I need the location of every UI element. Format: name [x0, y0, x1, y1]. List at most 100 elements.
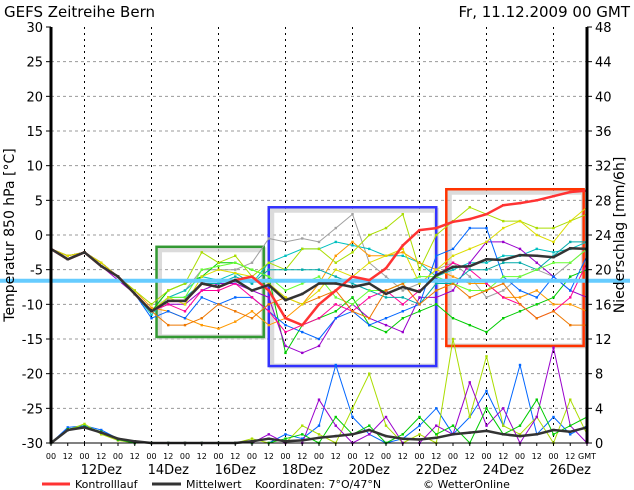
y2-axis-label: Niederschlag [mm/6h] — [612, 157, 628, 314]
member-line-point — [502, 289, 505, 292]
member-line-point — [502, 261, 505, 264]
precip-mean-line-point — [368, 428, 371, 432]
member-line-point — [133, 289, 136, 292]
member-line-point — [183, 289, 187, 292]
legend-coordinates: Koordinaten: 7°O/47°N — [255, 478, 381, 490]
member-line-point — [234, 254, 237, 257]
member-line-point — [250, 296, 254, 299]
member-line-point — [485, 261, 488, 264]
member-line-point — [200, 268, 203, 271]
precip-member-line-point — [334, 363, 337, 367]
member-line-point — [468, 323, 471, 327]
mean-line-point — [569, 246, 572, 250]
member-line-point — [418, 261, 421, 264]
precip-member-line-point — [368, 372, 371, 375]
control-line-point — [468, 217, 471, 221]
member-line-point — [518, 261, 522, 264]
member-line-point — [250, 317, 254, 320]
member-line-point — [552, 310, 555, 313]
member-line-point — [418, 268, 421, 271]
mean-line-point — [83, 251, 86, 254]
precip-member-line-point — [485, 389, 488, 393]
precip-member-line-point — [518, 363, 522, 367]
member-line — [50, 248, 588, 354]
precip-member-line-point — [317, 398, 321, 401]
precip-member-line-point — [569, 398, 572, 401]
member-line-point — [267, 261, 270, 264]
member-line-point — [284, 344, 287, 348]
precip-member-line-point — [284, 433, 287, 436]
precip-member-line-point — [535, 398, 538, 401]
member-line-point — [502, 219, 505, 223]
member-line-point — [468, 226, 471, 230]
member-line-point — [569, 303, 572, 306]
member-line-point — [284, 254, 287, 257]
precip-member-line-point — [317, 433, 321, 436]
member-line-point — [334, 303, 337, 306]
precip-mean-line-point — [468, 431, 471, 434]
precip-member-line-point — [418, 415, 421, 419]
precip-member-line-point — [267, 433, 270, 436]
y-tick-label: -20 — [22, 368, 43, 383]
member-line-point — [401, 296, 404, 299]
member-line-point — [518, 247, 522, 251]
credit: © WetterOnline — [423, 478, 510, 490]
precip-mean-line-point — [301, 439, 304, 442]
member-line-point — [435, 289, 438, 292]
member-line-point — [552, 240, 555, 244]
y-tick-label: -5 — [30, 264, 43, 279]
precip-mean-line-point — [317, 436, 321, 439]
precip-member-line — [50, 399, 588, 444]
member-line-point — [451, 247, 455, 251]
precip-member-line-point — [518, 424, 522, 427]
mean-line-point — [234, 278, 237, 282]
member-line-point — [552, 296, 555, 299]
y2-tick-label: 12 — [595, 333, 612, 348]
box-shadow — [269, 207, 439, 369]
precip-member-line-point — [301, 433, 304, 436]
member-line-point — [217, 289, 220, 292]
control-line-point — [418, 228, 421, 232]
precip-member-line-point — [552, 415, 555, 419]
mean-line-point — [217, 285, 220, 289]
member-line-point — [234, 268, 237, 271]
control-line-point — [301, 323, 304, 327]
mean-line-point — [401, 285, 404, 289]
precip-mean-line-point — [502, 433, 505, 436]
member-line-point — [468, 289, 471, 292]
control-line-point — [368, 278, 371, 282]
member-line-point — [183, 323, 187, 327]
x-tick-label: 12 — [565, 452, 575, 461]
mean-line-point — [502, 258, 505, 262]
member-line-point — [267, 237, 270, 240]
member-line-point — [418, 303, 421, 306]
member-line-point — [368, 233, 371, 237]
member-line-point — [569, 323, 572, 327]
mean-line-point — [150, 310, 153, 313]
member-line-point — [451, 282, 455, 285]
precip-member-line-point — [518, 433, 522, 436]
member-line-point — [250, 261, 254, 264]
member-line-point — [200, 289, 203, 292]
member-line-point — [502, 296, 505, 299]
member-line-point — [401, 247, 404, 251]
date-label: 14Dez — [148, 463, 190, 478]
member-line-point — [485, 240, 488, 244]
member-line-point — [167, 303, 170, 306]
member-line-point — [451, 289, 455, 292]
member-line-point — [351, 296, 354, 299]
precip-member-line-point — [301, 424, 304, 427]
member-line-point — [518, 310, 522, 313]
box-shadow — [157, 247, 267, 340]
mean-line-point — [317, 282, 321, 285]
control-line-point — [284, 317, 287, 320]
member-line-point — [284, 351, 287, 355]
member-line-point — [267, 268, 270, 271]
x-tick-label: 00 — [79, 452, 89, 461]
control-line-point — [552, 194, 555, 198]
precip-member-line-point — [351, 407, 354, 410]
y-tick-label: 20 — [26, 90, 43, 105]
member-line-point — [167, 323, 170, 327]
precip-mean-line-point — [250, 440, 254, 443]
x-tick-label: 00 — [113, 452, 123, 461]
